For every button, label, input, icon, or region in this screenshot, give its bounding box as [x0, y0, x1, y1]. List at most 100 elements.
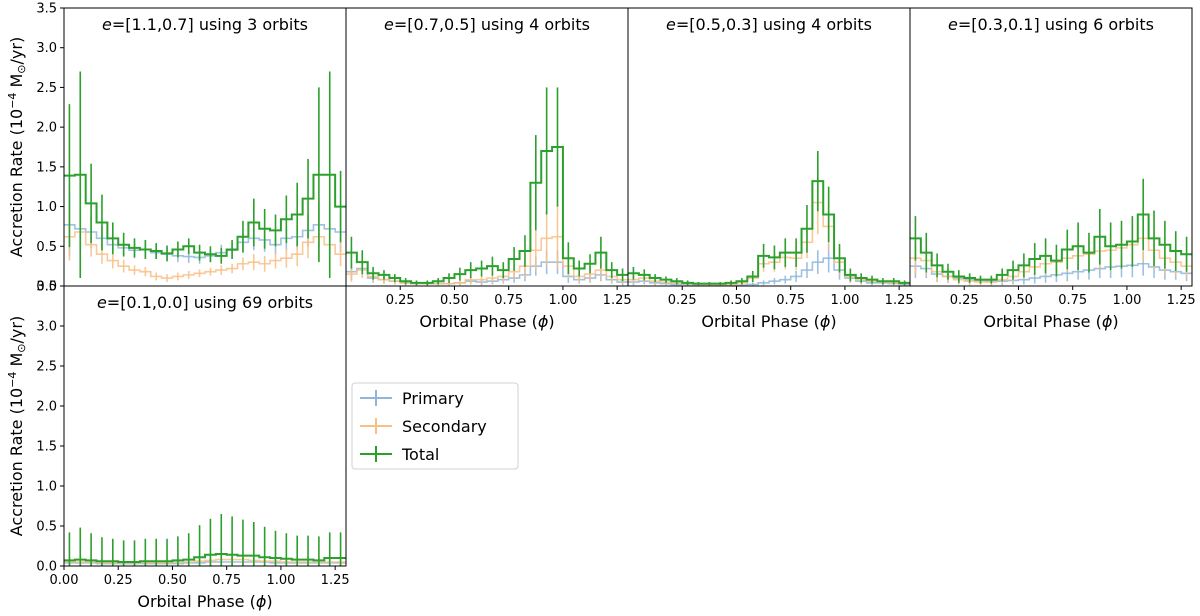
y-axis-label-tail: /yr): [7, 37, 26, 65]
total-series: [628, 180, 910, 285]
y-tick-label: 0.0: [36, 280, 57, 295]
x-axis-label-main: Orbital Phase (: [419, 312, 537, 331]
x-tick-label: 0.25: [386, 293, 415, 308]
x-tick-label: 1.00: [548, 293, 577, 308]
y-axis-label-sun: ⊙: [15, 343, 28, 352]
primary-series: [910, 262, 1192, 283]
panel-data: [64, 71, 346, 283]
y-tick-label: 2.5: [36, 360, 57, 375]
panel-4: [909, 7, 1193, 290]
panel-title: e=[0.5,0.3] using 4 orbits: [666, 15, 872, 34]
y-tick-label: 2.0: [36, 400, 57, 415]
x-tick-label: 1.25: [603, 293, 632, 308]
secondary-series: [64, 231, 346, 279]
x-axis-label-tail: ): [1112, 312, 1118, 331]
x-tick-label: 0.75: [776, 293, 805, 308]
y-axis-label-sun: ⊙: [15, 64, 28, 73]
y-axis-label-unit: M: [7, 74, 26, 93]
panel-frame: [627, 7, 911, 287]
panel-title-text: =[1.1,0.7] using 3 orbits: [112, 15, 308, 34]
panel-2: [345, 7, 629, 290]
panel-frame: [63, 285, 347, 567]
x-axis-label-symbol: ϕ: [256, 592, 267, 611]
panel-title-italic: e: [948, 15, 958, 34]
panel-title-text: =[0.3,0.1] using 6 orbits: [958, 15, 1154, 34]
y-axis-label-exp: −4: [6, 372, 19, 388]
secondary-series: [64, 558, 346, 564]
total-series: [64, 173, 346, 257]
y-axis-label-exp: −4: [6, 93, 19, 109]
panel-data: [64, 514, 346, 566]
legend-label-total: Total: [401, 445, 439, 464]
x-tick-label: 1.25: [885, 293, 914, 308]
legend: Primary Secondary Total: [351, 382, 519, 470]
x-axis-label-tail: ): [830, 312, 836, 331]
x-tick-label: 0.75: [494, 293, 523, 308]
secondary-series: [628, 201, 910, 286]
panel-frame: [909, 7, 1193, 287]
x-axis-label-tail: ): [548, 312, 554, 331]
x-axis-label-tail: ): [266, 592, 272, 611]
x-tick-label: 0.75: [1058, 293, 1087, 308]
legend-label-primary: Primary: [402, 389, 464, 408]
x-axis-label: Orbital Phase (ϕ): [419, 312, 554, 331]
panel-frame: [345, 7, 629, 287]
panel-data: [910, 178, 1192, 286]
panel-title-text: =[0.1,0.0] using 69 orbits: [107, 293, 313, 312]
x-tick-label: 0.50: [722, 293, 751, 308]
y-tick-label: 3.0: [36, 41, 57, 56]
y-axis-label: Accretion Rate (10−4 M⊙/yr): [6, 37, 28, 257]
y-tick-label: 2.0: [36, 121, 57, 136]
y-tick-label: 1.5: [36, 160, 57, 175]
panel-5: [60, 285, 347, 570]
x-tick-label: 1.25: [1167, 293, 1196, 308]
x-axis-label-main: Orbital Phase (: [983, 312, 1101, 331]
panel-3: [627, 7, 911, 290]
secondary-series: [346, 235, 628, 285]
panel-title-text: =[0.7,0.5] using 4 orbits: [394, 15, 590, 34]
x-tick-label: 0.25: [950, 293, 979, 308]
panel-title: e=[0.1,0.0] using 69 orbits: [97, 293, 313, 312]
panel-title-text: =[0.5,0.3] using 4 orbits: [676, 15, 872, 34]
x-axis-label-symbol: ϕ: [820, 312, 831, 331]
panel-title: e=[0.3,0.1] using 6 orbits: [948, 15, 1154, 34]
y-tick-label: 0.5: [36, 520, 57, 535]
text-layer: e=[1.1,0.7] using 3 orbits0.00.51.01.52.…: [6, 2, 1196, 612]
x-tick-label: 0.50: [440, 293, 469, 308]
y-tick-label: 1.0: [36, 480, 57, 495]
x-axis-label-symbol: ϕ: [1102, 312, 1113, 331]
x-tick-label: 1.00: [266, 573, 295, 588]
total-series: [346, 146, 628, 284]
x-tick-label: 0.50: [1004, 293, 1033, 308]
panel-1: [60, 7, 347, 287]
x-axis-label: Orbital Phase (ϕ): [983, 312, 1118, 331]
y-tick-label: 1.0: [36, 200, 57, 215]
x-tick-label: 0.75: [212, 573, 241, 588]
panel-title-italic: e: [666, 15, 676, 34]
x-tick-label: 1.25: [321, 573, 350, 588]
total-series: [910, 213, 1192, 281]
panel-data: [346, 87, 628, 286]
y-tick-label: 0.0: [36, 560, 57, 575]
y-tick-label: 3.5: [36, 280, 57, 295]
legend-label-secondary: Secondary: [402, 417, 487, 436]
legend-box: [351, 382, 519, 470]
plot-layer: [60, 7, 1193, 570]
total-series: [64, 553, 346, 563]
y-tick-label: 2.5: [36, 81, 57, 96]
x-axis-label: Orbital Phase (ϕ): [137, 592, 272, 611]
panel-title: e=[0.7,0.5] using 4 orbits: [384, 15, 590, 34]
y-axis-label-unit: M: [7, 353, 26, 372]
y-tick-label: 3.5: [36, 2, 57, 17]
y-axis-label-main: Accretion Rate (10: [7, 388, 26, 536]
panel-data: [628, 150, 910, 286]
x-tick-label: 1.00: [1112, 293, 1141, 308]
x-tick-label: 0.25: [668, 293, 697, 308]
x-tick-label: 0.00: [50, 573, 79, 588]
y-tick-label: 3.0: [36, 320, 57, 335]
y-tick-label: 0.5: [36, 240, 57, 255]
panel-title: e=[1.1,0.7] using 3 orbits: [102, 15, 308, 34]
x-axis-label-main: Orbital Phase (: [137, 592, 255, 611]
x-axis-label-main: Orbital Phase (: [701, 312, 819, 331]
